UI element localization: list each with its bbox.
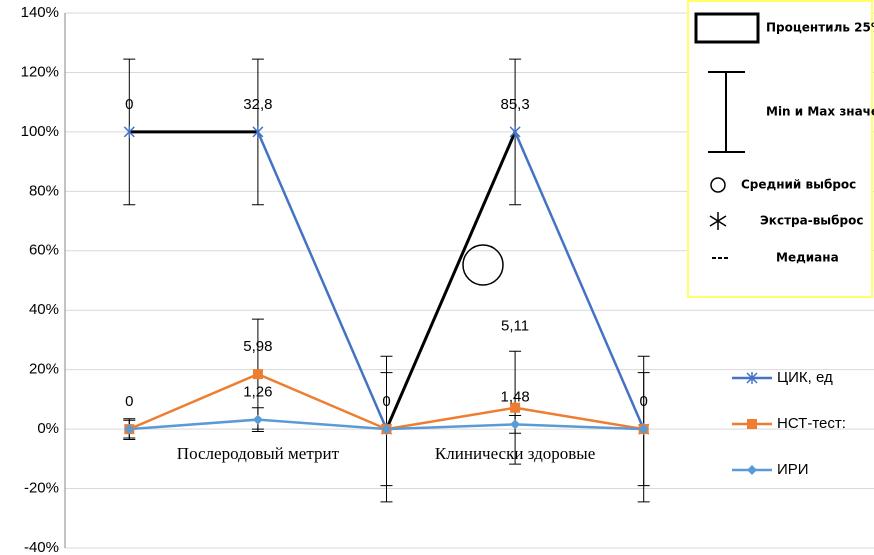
line-segment (515, 423, 644, 431)
legend-label: ЦИК, ед (777, 369, 833, 386)
line-segment (256, 131, 388, 430)
data-label: 0 (125, 96, 133, 113)
y-tick-label: 60% (29, 242, 59, 259)
y-tick-label: 0% (37, 420, 59, 437)
marker (252, 369, 263, 380)
data-label: 0 (640, 393, 648, 410)
data-label: 1,26 (243, 384, 272, 401)
key-box (687, 0, 873, 298)
line-segment (257, 418, 387, 431)
line-segment (386, 423, 516, 431)
legend-label: ИРИ (777, 461, 809, 478)
key-text: Средний выброс (741, 178, 856, 192)
marker (381, 424, 392, 435)
key-text: Min и Max значение выборки (766, 105, 874, 119)
y-tick-label: 80% (29, 182, 59, 199)
legend-marker (747, 419, 757, 429)
marker (510, 419, 521, 430)
key-text: Медиана (776, 251, 839, 265)
marker (638, 424, 649, 435)
marker (252, 125, 264, 138)
key: Процентиль 25% - 75% Min и Max значение … (694, 12, 874, 265)
outlier-circle (462, 244, 504, 286)
marker (509, 125, 521, 138)
line-segment (514, 406, 644, 431)
line-segment (386, 406, 516, 431)
marker (123, 125, 135, 138)
data-label: 32,8 (243, 96, 272, 113)
data-label: 85,3 (500, 96, 529, 113)
data-label: 5,98 (243, 338, 272, 355)
legend-label: НСТ-тест: (777, 415, 846, 432)
legend-marker (746, 372, 758, 384)
line-segment (129, 418, 258, 431)
y-tick-label: -20% (24, 480, 59, 497)
data-label: 5,11 (501, 318, 529, 335)
data-label: 1,48 (500, 388, 529, 405)
line-segment (385, 131, 517, 430)
y-tick-label: 140% (21, 4, 59, 21)
data-label: 0 (382, 393, 390, 410)
marker (252, 414, 263, 425)
y-tick-label: 100% (21, 123, 59, 140)
y-tick-label: 120% (21, 63, 59, 80)
key-text: Процентиль 25% - 75% (766, 21, 874, 35)
key-icon (710, 177, 726, 193)
line-segment (513, 131, 645, 430)
marker (510, 402, 521, 413)
key-text: Экстра-выброс (760, 214, 863, 228)
line-segment (257, 372, 387, 431)
y-tick-label: 40% (29, 301, 59, 318)
key-icon (709, 212, 727, 230)
key-icon (694, 12, 760, 44)
y-tick-label: -40% (24, 539, 59, 555)
group-label: Послеродовый метрит (177, 444, 340, 463)
legend-marker (747, 465, 757, 475)
data-label: 0 (125, 393, 133, 410)
marker (124, 424, 135, 435)
key-icon (708, 71, 745, 153)
y-tick-label: 20% (29, 361, 59, 378)
line-segment (128, 372, 259, 431)
